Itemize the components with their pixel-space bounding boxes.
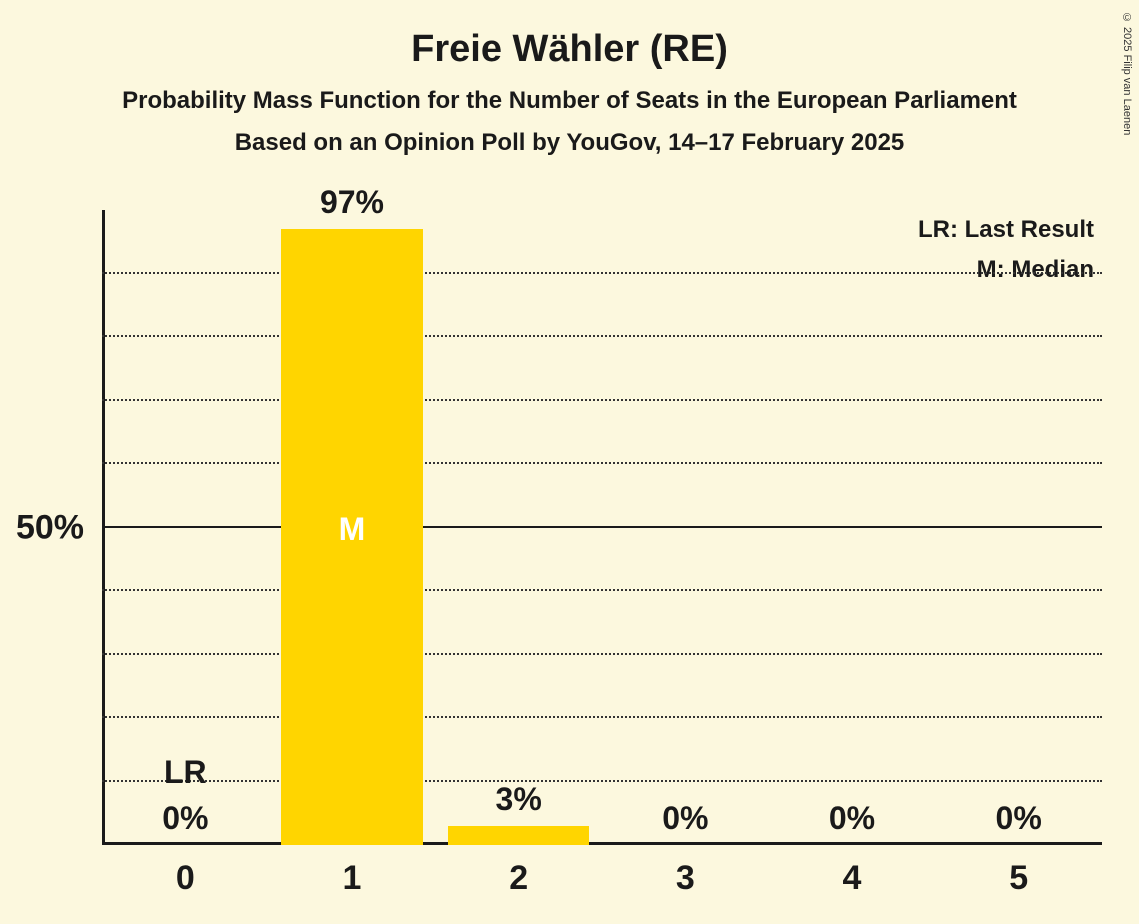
legend-lr: LR: Last Result [918, 210, 1094, 250]
bar-value-label: 3% [435, 781, 602, 818]
gridline-minor [102, 272, 1102, 274]
bar-value-label: 0% [102, 800, 269, 837]
bar-value-label: 0% [935, 800, 1102, 837]
x-axis-tick-label: 2 [509, 845, 528, 898]
legend: LR: Last Result M: Median [918, 210, 1094, 289]
bar-value-label: 0% [769, 800, 936, 837]
gridline-minor [102, 653, 1102, 655]
gridline-minor [102, 335, 1102, 337]
gridline-minor [102, 399, 1102, 401]
copyright-label: © 2025 Filip van Laenen [1121, 12, 1133, 135]
gridline-major [102, 526, 1102, 528]
x-axis [102, 842, 1102, 845]
gridline-minor [102, 589, 1102, 591]
bar [448, 826, 590, 845]
x-axis-tick-label: 1 [343, 845, 362, 898]
bar-value-label: 0% [602, 800, 769, 837]
chart-title: Freie Wähler (RE) [0, 0, 1139, 71]
median-marker: M [281, 511, 423, 548]
plot-area: LR: Last Result M: Median 50%0%LR097%M13… [102, 210, 1102, 845]
y-axis [102, 210, 105, 845]
gridline-minor [102, 716, 1102, 718]
last-result-marker: LR [102, 754, 269, 791]
gridline-minor [102, 462, 1102, 464]
chart-subtitle-2: Based on an Opinion Poll by YouGov, 14–1… [0, 115, 1139, 157]
x-axis-tick-label: 5 [1009, 845, 1028, 898]
legend-median: M: Median [918, 250, 1094, 290]
y-axis-tick-label: 50% [16, 508, 102, 547]
x-axis-tick-label: 0 [176, 845, 195, 898]
bar-value-label: 97% [269, 184, 436, 221]
x-axis-tick-label: 4 [843, 845, 862, 898]
chart-subtitle-1: Probability Mass Function for the Number… [0, 71, 1139, 115]
x-axis-tick-label: 3 [676, 845, 695, 898]
